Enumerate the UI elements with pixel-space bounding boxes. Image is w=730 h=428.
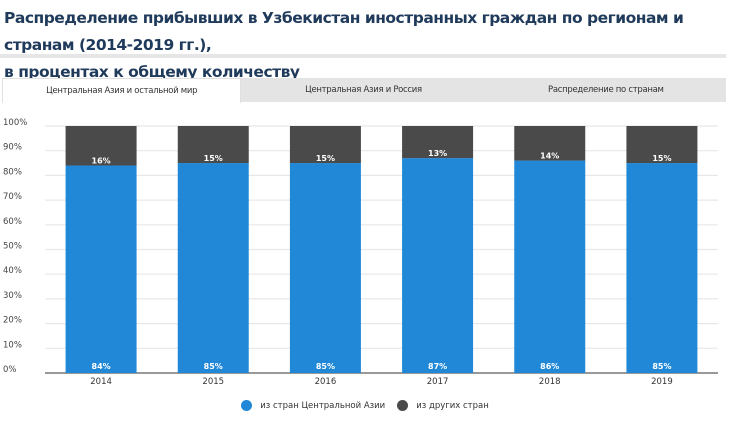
- y-tick-label: 80%: [3, 167, 22, 177]
- data-label: 13%: [428, 149, 447, 158]
- bar-segment: [177, 126, 249, 164]
- data-label: 14%: [540, 152, 559, 161]
- x-tick-label: 2014: [90, 377, 112, 387]
- data-label: 15%: [652, 154, 671, 163]
- legend-dot-icon: [397, 400, 409, 411]
- data-label: 15%: [204, 154, 223, 163]
- legend-item-other[interactable]: из других стран: [397, 400, 489, 411]
- y-tick-label: 60%: [3, 217, 22, 227]
- data-label: 87%: [428, 362, 447, 371]
- y-tick-label: 50%: [3, 242, 22, 252]
- y-tick-label: 70%: [3, 192, 22, 202]
- x-tick-label: 2019: [651, 377, 673, 387]
- bar-segment: [514, 126, 586, 161]
- data-label: 85%: [204, 362, 223, 371]
- divider: [0, 54, 726, 58]
- legend-item-central-asia[interactable]: из стран Центральной Азии: [241, 400, 385, 411]
- tab-bar: Центральная Азия и остальной мир Централ…: [2, 78, 726, 103]
- x-tick-label: 2016: [315, 377, 337, 387]
- bar-segment: [626, 126, 698, 164]
- bar-segment: [65, 165, 137, 373]
- tab-by-country[interactable]: Распределение по странам: [548, 85, 664, 95]
- bar-segment: [289, 126, 361, 164]
- data-label: 84%: [92, 362, 111, 371]
- bar-segment: [514, 160, 586, 373]
- data-label: 86%: [540, 362, 559, 371]
- data-label: 85%: [316, 362, 335, 371]
- data-label: 15%: [316, 154, 335, 163]
- y-tick-label: 90%: [3, 143, 22, 153]
- x-tick-label: 2015: [202, 377, 224, 387]
- x-tick-label: 2018: [539, 377, 561, 387]
- bar-segment: [402, 126, 474, 159]
- y-tick-label: 100%: [3, 118, 27, 128]
- legend: из стран Центральной Азии из других стра…: [0, 400, 730, 411]
- y-tick-label: 0%: [3, 365, 17, 375]
- bar-segment: [177, 163, 249, 373]
- x-tick-label: 2017: [427, 377, 449, 387]
- y-tick-label: 10%: [3, 340, 22, 350]
- data-label: 85%: [652, 362, 671, 371]
- page-title: Распределение прибывших в Узбекистан ино…: [4, 9, 684, 81]
- tab-central-asia-world[interactable]: Центральная Азия и остальной мир: [2, 78, 242, 103]
- bar-segment: [65, 126, 137, 166]
- y-tick-label: 40%: [3, 266, 22, 276]
- tab-central-asia-russia[interactable]: Центральная Азия и Россия: [305, 85, 422, 95]
- bar-segment: [626, 163, 698, 373]
- y-tick-label: 20%: [3, 316, 22, 326]
- legend-dot-icon: [241, 400, 253, 411]
- data-label: 16%: [92, 157, 111, 166]
- y-tick-label: 30%: [3, 291, 22, 301]
- bar-segment: [289, 163, 361, 373]
- bar-segment: [402, 158, 474, 373]
